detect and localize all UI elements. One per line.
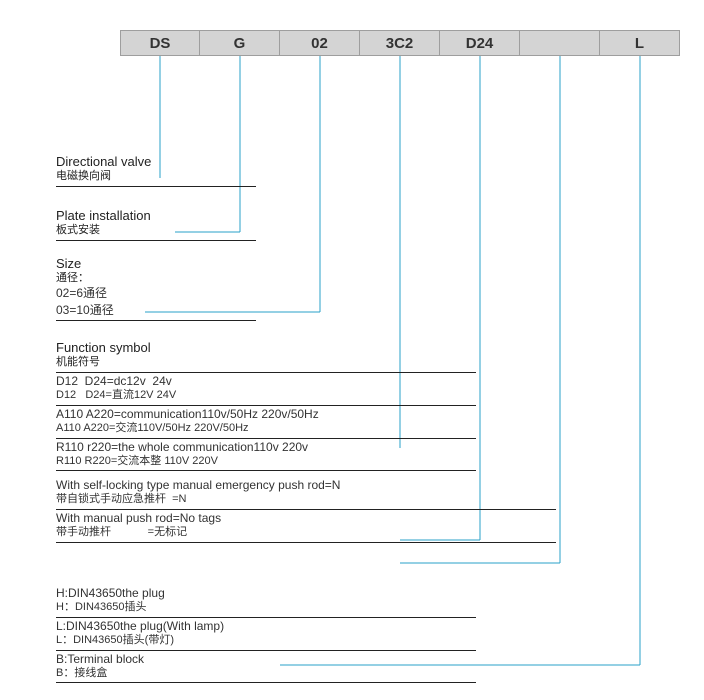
spec-en: With manual push rod=No tags [56,511,556,526]
spec-en: With self-locking type manual emergency … [56,478,556,493]
spec-row: With manual push rod=No tags带手动推杆 =无标记 [56,511,556,540]
spec-row: R110 r220=the whole communication110v 22… [56,440,476,469]
spec-en: H:DIN43650the plug [56,586,476,601]
code-cell-0: DS [120,30,200,56]
spec-row: B:Terminal blockB：接线盒 [56,652,476,681]
spec-en: B:Terminal block [56,652,476,667]
group-title-en: Size [56,256,256,272]
spec-cn: R110 R220=交流本整 110V 220V [56,455,476,469]
rule [56,650,476,651]
rule [56,617,476,618]
group-title-cn: 通径： [56,272,256,286]
spec-group-4: With self-locking type manual emergency … [56,478,556,544]
rule [56,542,556,543]
spec-group-1: Plate installation板式安装 [56,208,256,242]
spec-en: L:DIN43650the plug(With lamp) [56,619,476,634]
rule [56,405,476,406]
group-title-en: Directional valve [56,154,256,170]
spec-cn: 带自锁式手动应急推杆 =N [56,493,556,507]
group-title-cn: 板式安装 [56,224,256,238]
spec-cn: D12 D24=直流12V 24V [56,389,476,403]
spec-en: 03=10通径 [56,303,256,318]
rule [56,438,476,439]
group-title-cn: 机能符号 [56,356,476,370]
group-title-en: Plate installation [56,208,256,224]
spec-row: 02=6通径 [56,286,256,301]
rule [56,509,556,510]
spec-row: With self-locking type manual emergency … [56,478,556,507]
code-cell-1: G [200,30,280,56]
rule [56,372,476,373]
spec-group-2: Size通径：02=6通径 03=10通径 [56,256,256,322]
rule [56,470,476,471]
spec-en: 02=6通径 [56,286,256,301]
code-cell-6: L [600,30,680,56]
rule [56,320,256,321]
code-cell-4: D24 [440,30,520,56]
group-title-cn: 电磁换向阀 [56,170,256,184]
rule [56,240,256,241]
spec-en: A110 A220=communication110v/50Hz 220v/50… [56,407,476,422]
spec-row: A110 A220=communication110v/50Hz 220v/50… [56,407,476,436]
spec-group-0: Directional valve电磁换向阀 [56,154,256,188]
spec-cn: 带手动推杆 =无标记 [56,526,556,540]
rule [56,186,256,187]
spec-cn: B：接线盒 [56,667,476,681]
spec-cn: L：DIN43650插头(带灯) [56,634,476,648]
group-title-en: Function symbol [56,340,476,356]
spec-cn: H：DIN43650插头 [56,601,476,615]
spec-row: 03=10通径 [56,303,256,318]
spec-en: R110 r220=the whole communication110v 22… [56,440,476,455]
spec-group-3: Function symbol机能符号 D12 D24=dc12v 24vD12 … [56,340,476,472]
spec-group-5: H:DIN43650the plugH：DIN43650插头 L:DIN43650… [56,586,476,684]
spec-cn: A110 A220=交流110V/50Hz 220V/50Hz [56,422,476,436]
spec-row: D12 D24=dc12v 24vD12 D24=直流12V 24V [56,374,476,403]
spec-en: D12 D24=dc12v 24v [56,374,476,389]
rule [56,682,476,683]
code-cell-5 [520,30,600,56]
code-cell-3: 3C2 [360,30,440,56]
code-cell-2: 02 [280,30,360,56]
spec-row: L:DIN43650the plug(With lamp)L：DIN43650插… [56,619,476,648]
spec-row: H:DIN43650the plugH：DIN43650插头 [56,586,476,615]
